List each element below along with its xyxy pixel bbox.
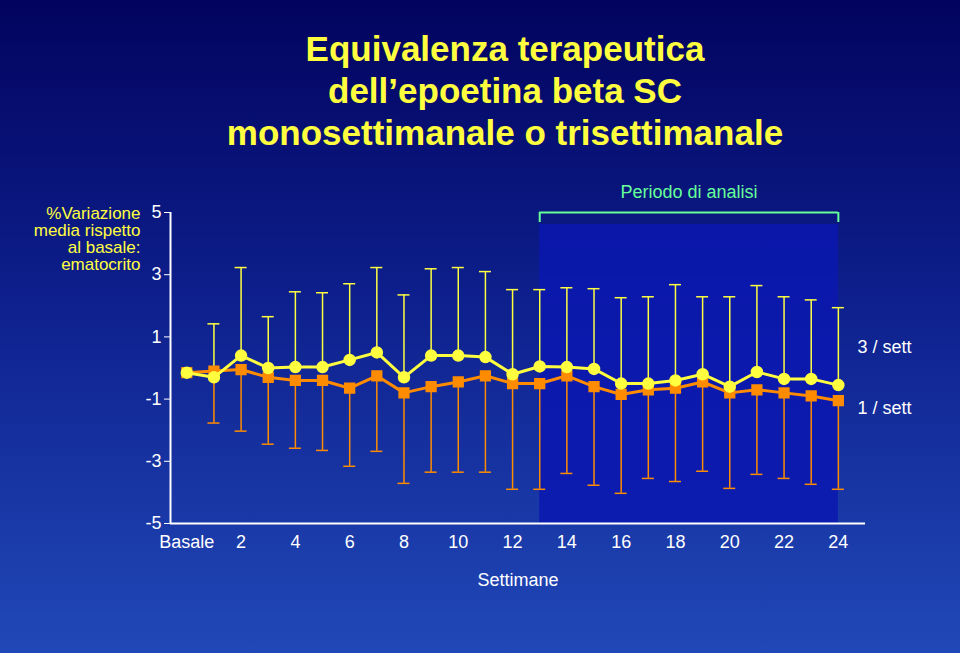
svg-text:24: 24 [828, 532, 848, 552]
svg-text:20: 20 [720, 532, 740, 552]
svg-text:-1: -1 [145, 389, 161, 409]
svg-text:%Variazionemedia rispettoal ba: %Variazionemedia rispettoal basale:emato… [34, 204, 141, 274]
svg-text:1 / sett: 1 / sett [858, 398, 912, 418]
html-text:Equivalenza terapeutica dell’e: Equivalenza terapeutica dell’epoetina be… [226, 29, 784, 152]
svg-text:-3: -3 [145, 451, 161, 471]
svg-text:3 / sett: 3 / sett [858, 337, 912, 357]
svg-text:22: 22 [774, 532, 794, 552]
svg-text:12: 12 [503, 532, 523, 552]
svg-text:Periodo di analisi: Periodo di analisi [620, 182, 757, 202]
svg-text:18: 18 [665, 532, 685, 552]
svg-text:5: 5 [151, 202, 161, 222]
svg-text:6: 6 [345, 532, 355, 552]
svg-text:2: 2 [236, 532, 246, 552]
svg-text:Basale: Basale [159, 532, 214, 552]
svg-text:16: 16 [611, 532, 631, 552]
svg-text:14: 14 [557, 532, 577, 552]
svg-text:Settimane: Settimane [477, 570, 558, 590]
svg-text:8: 8 [399, 532, 409, 552]
svg-text:4: 4 [290, 532, 300, 552]
svg-text:3: 3 [151, 264, 161, 284]
svg-text:10: 10 [448, 532, 468, 552]
svg-text:1: 1 [151, 327, 161, 347]
svg-text:-5: -5 [145, 513, 161, 533]
